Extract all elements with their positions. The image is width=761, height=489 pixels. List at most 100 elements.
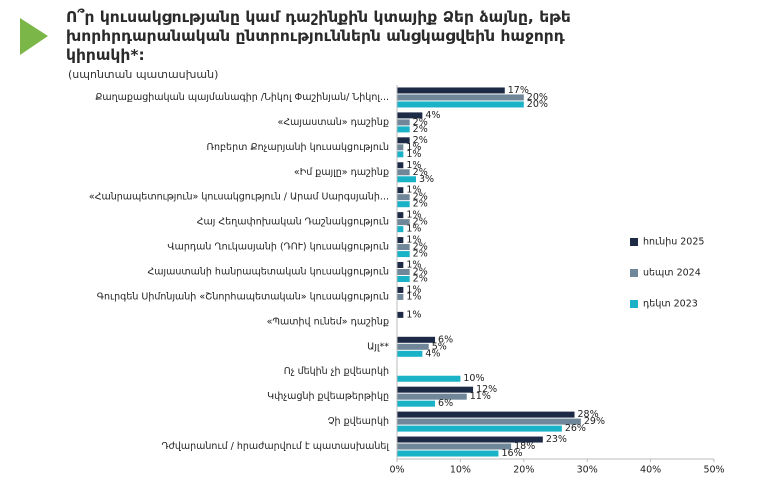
bar — [397, 194, 410, 201]
bar — [397, 336, 436, 343]
value-label: 26% — [565, 423, 586, 434]
value-label: 1% — [406, 185, 421, 196]
bar — [397, 187, 404, 194]
bar — [397, 400, 436, 407]
bar — [397, 425, 562, 432]
legend-label: սեպտ 2024 — [643, 268, 701, 279]
value-label: 12% — [476, 384, 497, 395]
value-label: 2% — [413, 274, 428, 285]
bar — [397, 137, 410, 144]
x-tick-label: 40% — [640, 465, 661, 476]
value-label: 2% — [413, 249, 428, 260]
x-tick-label: 30% — [577, 465, 598, 476]
value-label: 1% — [406, 284, 421, 295]
y-tick-label: Չի քվեարկի — [328, 416, 389, 427]
bar — [397, 226, 404, 233]
value-label: 4% — [425, 348, 440, 359]
bar — [397, 201, 410, 208]
value-label: 6% — [438, 398, 453, 409]
value-label: 1% — [406, 224, 421, 235]
y-tick-label: Քաղաքացիական պայմանագիր /Նիկոլ Փաշինյան/… — [95, 92, 389, 103]
value-label: 5% — [432, 341, 447, 352]
legend-swatch — [630, 238, 638, 246]
y-tick-label: Գուրգեն Սիմոնյանի «Շնորհապետական» կուսակ… — [97, 291, 389, 302]
bar — [397, 450, 499, 457]
bar — [397, 262, 404, 268]
bar — [397, 436, 543, 443]
value-label: 4% — [425, 110, 440, 121]
y-tick-label: Կփչացնի քվեաթերթիկը — [267, 391, 389, 402]
x-tick-label: 10% — [450, 465, 471, 476]
value-label: 29% — [584, 416, 605, 427]
value-label: 2% — [413, 192, 428, 203]
value-label: 2% — [413, 199, 428, 210]
y-tick-label: Ոչ մեկին չի քվեարկի — [284, 366, 389, 377]
value-label: 1% — [406, 210, 421, 221]
y-tick-label: Այլ** — [367, 341, 389, 352]
bar — [397, 375, 461, 382]
value-label: 20% — [527, 99, 548, 110]
chart-title: Ո՞ր կուսակցությանը կամ դաշինքին կտայիք Ձ… — [66, 8, 571, 64]
bar — [397, 212, 404, 219]
bar — [397, 94, 524, 101]
value-label: 23% — [546, 434, 567, 445]
bar — [397, 219, 410, 226]
bar — [397, 269, 410, 275]
value-label: 3% — [419, 174, 434, 185]
value-label: 2% — [413, 167, 428, 178]
value-label: 16% — [501, 448, 522, 459]
bar — [397, 350, 423, 357]
decor-triangle — [20, 18, 48, 55]
bar — [397, 244, 410, 251]
bar — [397, 169, 410, 176]
y-tick-label: «Հայաստան» դաշինք — [278, 117, 389, 128]
bar — [397, 386, 474, 393]
legend-label: հունիս 2025 — [643, 237, 704, 248]
bar — [397, 101, 524, 108]
bar — [397, 311, 404, 318]
bar — [397, 176, 417, 183]
value-label: 6% — [438, 334, 453, 345]
value-label: 10% — [463, 373, 484, 384]
y-tick-label: Հայաստանի հանրապետական կուսակցություն — [147, 267, 389, 278]
y-tick-label: «Հանրապետություն» կուսակցություն / Արամ … — [89, 192, 389, 203]
value-label: 11% — [470, 391, 491, 402]
legend-label: դեկտ 2023 — [643, 299, 698, 310]
bar — [397, 251, 410, 258]
y-tick-label: Դժվարանում / հրաժարվում է պատասխանել — [161, 441, 389, 452]
bar — [397, 237, 404, 244]
bar — [397, 293, 404, 300]
bar — [397, 343, 429, 350]
y-tick-label: «Պատիվ ունեմ» դաշինք — [267, 316, 389, 327]
bar — [397, 162, 404, 169]
x-tick-label: 0% — [389, 465, 404, 476]
value-label: 1% — [406, 149, 421, 160]
bar — [397, 112, 423, 119]
value-label: 2% — [413, 267, 428, 278]
bar — [397, 418, 581, 425]
value-label: 18% — [514, 441, 535, 452]
value-label: 17% — [508, 85, 529, 96]
bar — [397, 443, 512, 450]
value-label: 1% — [406, 260, 421, 271]
bar — [397, 144, 404, 151]
value-label: 2% — [413, 242, 428, 253]
value-label: 1% — [406, 291, 421, 302]
bar — [397, 276, 410, 282]
bar — [397, 151, 404, 158]
bar — [397, 393, 467, 400]
x-tick-label: 50% — [703, 465, 724, 476]
chart-subtitle: (սպոնտան պատասխան) — [68, 68, 219, 81]
bar — [397, 411, 575, 418]
y-tick-label: Ռոբերտ Քոչարյանի կուսակցություն — [207, 142, 390, 153]
bar — [397, 286, 404, 293]
x-tick-label: 20% — [513, 465, 534, 476]
bar — [397, 87, 505, 94]
value-label: 1% — [406, 235, 421, 246]
value-label: 2% — [413, 117, 428, 128]
value-label: 1% — [406, 160, 421, 171]
legend-swatch — [630, 269, 638, 277]
value-label: 2% — [413, 135, 428, 146]
value-label: 2% — [413, 124, 428, 135]
